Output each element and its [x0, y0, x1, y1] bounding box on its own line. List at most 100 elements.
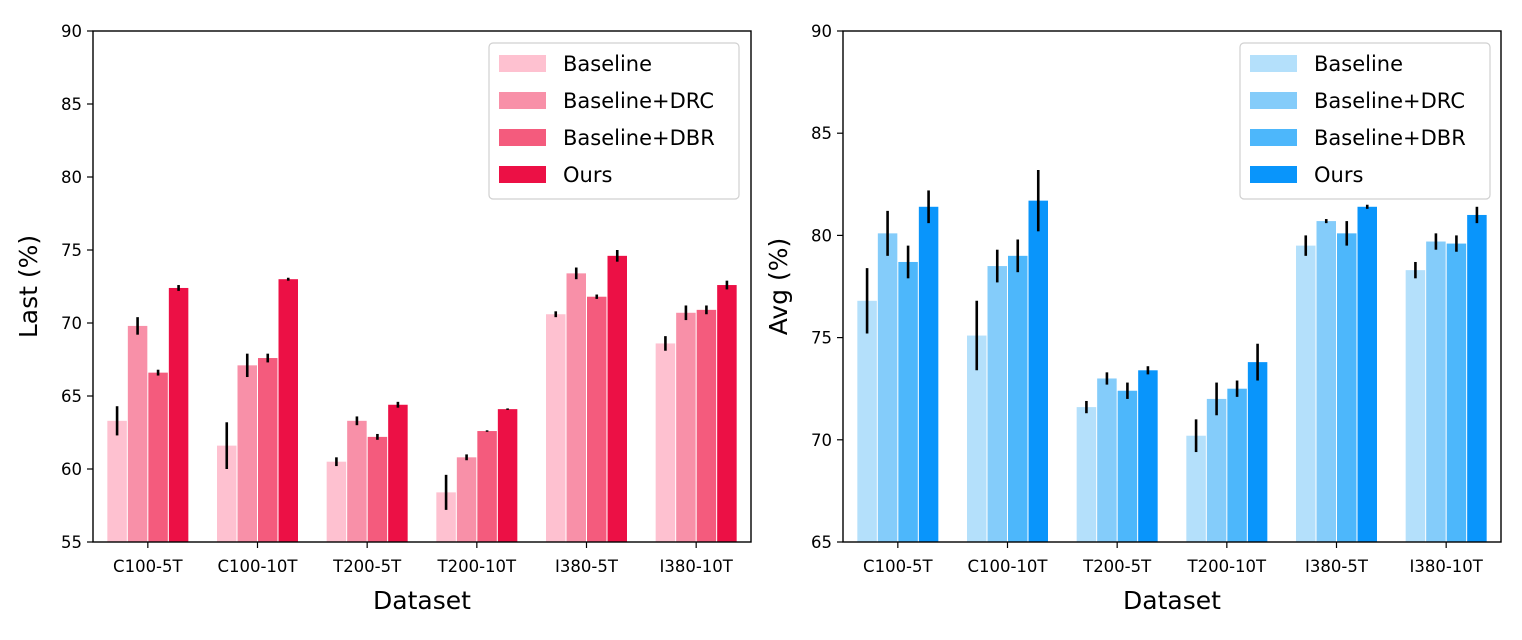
legend-swatch-baseline-drc	[499, 92, 546, 109]
bar-baseline-t200-5t	[1076, 407, 1097, 542]
bar-baseline-i380-10t	[1405, 270, 1426, 542]
bar-baseline-dbr-c100-5t	[148, 372, 168, 542]
bar-baseline-dbr-c100-10t	[258, 358, 278, 542]
legend-label-baseline-dbr: Baseline+DBR	[563, 126, 715, 150]
legend-label-baseline: Baseline	[563, 52, 652, 76]
bar-ours-t200-10t	[497, 409, 518, 542]
bar-baseline-drc-i380-5t	[566, 273, 586, 542]
bar-baseline-t200-10t	[436, 492, 456, 542]
x-axis-label: Dataset	[373, 586, 471, 615]
bar-baseline-dbr-i380-10t	[1446, 243, 1467, 543]
bar-ours-i380-5t	[1357, 206, 1377, 542]
axes-frame	[92, 30, 752, 543]
bar-baseline-i380-5t	[546, 314, 566, 542]
bar-ours-t200-10t	[1247, 362, 1268, 542]
y-tick-label: 65	[61, 387, 82, 406]
legend-label-baseline-dbr: Baseline+DBR	[1314, 126, 1466, 150]
x-tick-label-i380-10t: I380-10T	[1409, 557, 1483, 576]
legend-swatch-ours	[499, 166, 546, 183]
bar-ours-t200-5t	[1138, 370, 1158, 542]
x-tick-label-t200-10t: T200-10T	[437, 557, 518, 576]
bar-baseline-c100-10t	[217, 445, 237, 542]
bar-baseline-drc-t200-10t	[1206, 398, 1227, 542]
bar-ours-c100-10t	[278, 279, 298, 542]
legend-label-baseline-drc: Baseline+DRC	[1314, 89, 1465, 113]
bar-baseline-drc-c100-10t	[237, 365, 257, 542]
chart-avg: 65 70 75 80 85 90 C100-5T C100-10T T200-5T T200-1…	[764, 22, 1502, 615]
bar-baseline-drc-c100-5t	[877, 233, 898, 542]
x-tick-label-c100-10t: C100-10T	[217, 557, 298, 576]
bar-baseline-dbr-i380-5t	[1337, 233, 1357, 542]
bar-baseline-t200-10t	[1186, 435, 1206, 542]
x-tick-label-c100-10t: C100-10T	[967, 557, 1048, 576]
bar-baseline-t200-5t	[326, 461, 347, 542]
legend: Baseline Baseline+DRC Baseline+DBR Ours	[488, 42, 740, 200]
bar-baseline-dbr-t200-10t	[1227, 388, 1247, 542]
legend-label-ours: Ours	[563, 163, 612, 187]
legend-label-baseline: Baseline	[1314, 52, 1403, 76]
bar-baseline-drc-c100-5t	[127, 325, 148, 542]
legend-swatch-baseline	[499, 55, 546, 72]
x-tick-label-t200-5t: T200-5T	[332, 557, 402, 576]
bar-baseline-drc-c100-10t	[987, 266, 1007, 542]
bar-ours-i380-10t	[1467, 214, 1487, 542]
legend-swatch-baseline-dbr	[499, 129, 546, 146]
bar-baseline-c100-5t	[857, 300, 877, 542]
bar-ours-i380-5t	[607, 255, 627, 542]
y-tick-label: 80	[61, 168, 82, 187]
y-tick-label: 75	[811, 329, 832, 348]
y-axis-label: Last (%)	[14, 235, 43, 338]
legend-swatch-baseline-drc	[1250, 92, 1297, 109]
legend-swatch-baseline	[1250, 55, 1297, 72]
x-tick-label-t200-10t: T200-10T	[1187, 557, 1268, 576]
x-tick-label-i380-10t: I380-10T	[659, 557, 733, 576]
y-tick-label: 75	[61, 241, 82, 260]
x-tick-label-i380-5t: I380-5T	[1305, 557, 1369, 576]
bar-baseline-i380-10t	[655, 343, 676, 542]
bar-ours-c100-5t	[918, 206, 939, 542]
y-tick-label: 70	[811, 431, 832, 450]
bar-baseline-dbr-i380-5t	[587, 296, 607, 542]
bar-baseline-dbr-t200-5t	[1117, 390, 1138, 542]
y-tick-label: 85	[61, 95, 82, 114]
legend-label-baseline-drc: Baseline+DRC	[563, 89, 714, 113]
bar-baseline-drc-i380-5t	[1316, 221, 1336, 543]
y-tick-label: 85	[811, 124, 832, 143]
y-tick-label: 90	[811, 22, 832, 41]
x-tick-label-c100-5t: C100-5T	[863, 557, 933, 576]
bar-baseline-c100-5t	[107, 420, 127, 542]
chart-last: 55 60 65 70 75 80 85 90 C100-5T C100-10T T200-5T T2…	[14, 22, 752, 615]
legend-label-ours: Ours	[1314, 163, 1363, 187]
legend: Baseline Baseline+DRC Baseline+DBR Ours	[1239, 42, 1491, 200]
y-tick-label: 70	[61, 314, 82, 333]
bar-baseline-dbr-t200-10t	[477, 431, 497, 542]
legend-swatch-ours	[1250, 166, 1297, 183]
legend-box	[488, 42, 740, 200]
y-tick-label: 60	[61, 460, 82, 479]
bar-baseline-dbr-c100-5t	[898, 261, 918, 542]
bar-baseline-drc-i380-10t	[1426, 241, 1446, 543]
bar-ours-t200-5t	[388, 404, 408, 542]
y-tick-label: 90	[61, 22, 82, 41]
bar-baseline-drc-t200-5t	[1097, 378, 1117, 542]
x-axis-label: Dataset	[1123, 586, 1221, 615]
bar-ours-i380-10t	[717, 285, 737, 542]
y-tick-label: 55	[61, 533, 82, 552]
x-tick-label-t200-5t: T200-5T	[1082, 557, 1152, 576]
bar-baseline-dbr-i380-10t	[696, 309, 717, 542]
bar-ours-c100-5t	[168, 287, 189, 542]
bar-baseline-c100-10t	[967, 335, 987, 542]
bar-baseline-dbr-t200-5t	[367, 436, 388, 542]
axes-frame	[842, 30, 1502, 543]
bar-baseline-dbr-c100-10t	[1008, 255, 1028, 542]
y-axis-label: Avg (%)	[764, 238, 793, 336]
bar-baseline-drc-t200-5t	[347, 420, 367, 542]
bar-baseline-i380-5t	[1296, 245, 1316, 542]
x-tick-label-i380-5t: I380-5T	[555, 557, 619, 576]
legend-box	[1239, 42, 1491, 200]
bar-baseline-drc-i380-10t	[676, 312, 696, 542]
y-tick-label: 80	[811, 226, 832, 245]
legend-swatch-baseline-dbr	[1250, 129, 1297, 146]
x-tick-label-c100-5t: C100-5T	[113, 557, 183, 576]
y-tick-label: 65	[811, 533, 832, 552]
